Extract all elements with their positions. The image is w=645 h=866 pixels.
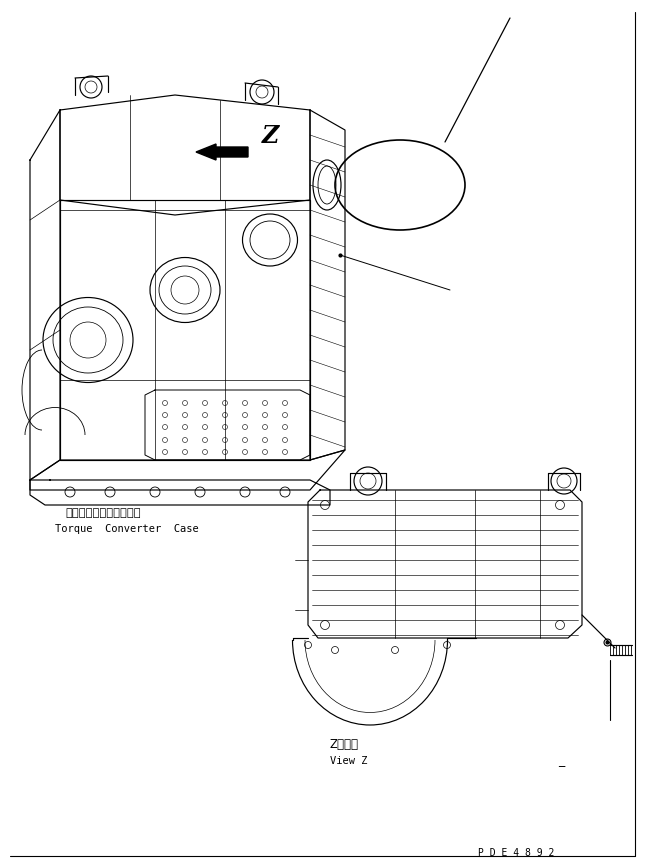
FancyArrow shape: [196, 144, 248, 160]
Text: Z　　視: Z 視: [330, 738, 359, 751]
Text: Torque  Converter  Case: Torque Converter Case: [55, 524, 199, 534]
Text: View Z: View Z: [330, 756, 368, 766]
Text: Z: Z: [262, 124, 279, 148]
Text: P D E 4 8 9 2: P D E 4 8 9 2: [478, 848, 554, 858]
Text: _: _: [558, 754, 564, 767]
Text: トルクコンバータケース: トルクコンバータケース: [65, 508, 141, 518]
